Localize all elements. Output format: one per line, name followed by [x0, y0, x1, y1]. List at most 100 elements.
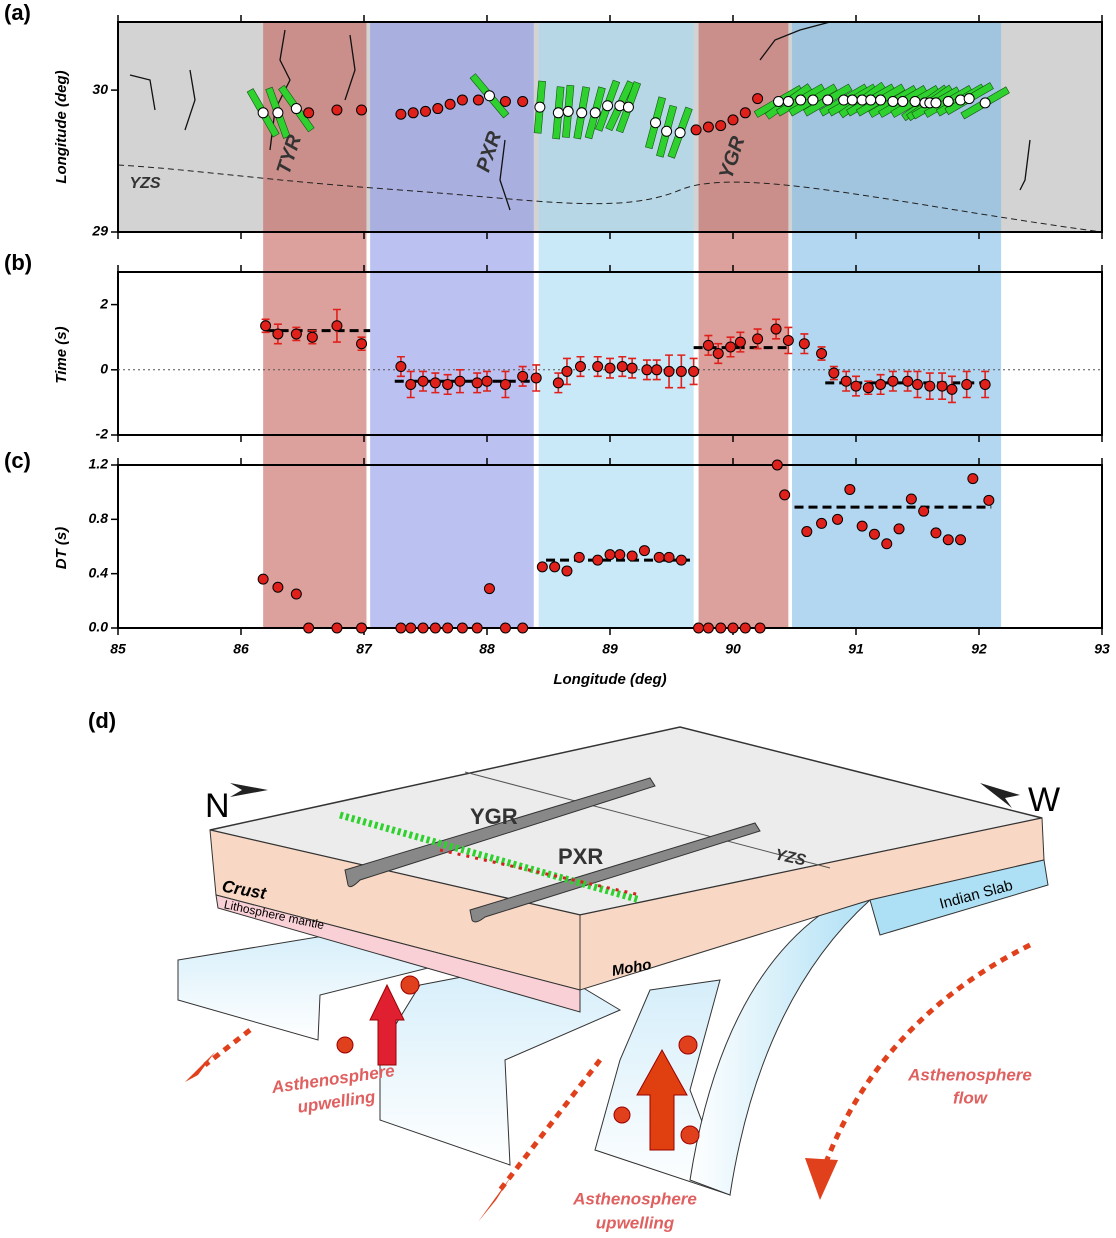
data-point: [862, 382, 874, 394]
x-tick-label: 85: [110, 641, 126, 657]
data-point: [887, 375, 899, 387]
data-point: [471, 622, 483, 634]
layer-label: Moho: [610, 956, 652, 980]
data-point: [260, 320, 272, 332]
data-point: [675, 365, 687, 377]
data-point: [773, 95, 785, 107]
data-point: [739, 107, 751, 119]
melt-drop: [680, 1125, 700, 1145]
data-point: [306, 331, 318, 343]
data-point: [257, 573, 269, 585]
data-point: [405, 378, 417, 390]
data-point: [782, 95, 794, 107]
data-point: [432, 103, 444, 115]
ridge: [344, 777, 656, 888]
data-point: [562, 105, 574, 117]
y-tick-label: 0.8: [89, 510, 109, 526]
flow-label: flow: [953, 1088, 989, 1107]
y-tick-label: 30: [92, 81, 108, 97]
data-point: [442, 378, 454, 390]
data-point: [257, 107, 269, 119]
flow-label: upwelling: [596, 1213, 675, 1232]
panel-label: (b): [4, 250, 32, 275]
data-point: [592, 554, 604, 566]
y-axis-label: Time (s): [53, 326, 70, 383]
data-point: [442, 622, 454, 634]
compass-label: N: [205, 787, 230, 825]
flow-arrow: [203, 1028, 252, 1067]
x-tick-label: 92: [971, 641, 987, 657]
data-point: [454, 375, 466, 387]
data-point: [936, 380, 948, 392]
data-point: [602, 100, 614, 112]
arrow-head: [478, 1175, 512, 1222]
data-point: [626, 362, 638, 374]
data-point: [693, 622, 705, 634]
data-point: [272, 107, 284, 119]
data-point: [534, 101, 546, 113]
data-point: [850, 380, 862, 392]
slab-face: [869, 859, 1049, 936]
data-point: [782, 334, 794, 346]
data-point: [734, 336, 746, 348]
data-point: [517, 95, 529, 107]
data-point: [472, 94, 484, 106]
data-point: [444, 98, 456, 110]
y-tick-label: 0: [100, 361, 108, 377]
data-point: [653, 551, 665, 563]
y-tick-label: 0.4: [89, 564, 109, 580]
data-point: [499, 95, 511, 107]
data-point: [881, 538, 893, 550]
data-point: [918, 505, 930, 517]
indian-slab: [689, 899, 871, 1196]
data-point: [868, 528, 880, 540]
arrow-head: [185, 1052, 215, 1082]
panel-label: (c): [4, 448, 31, 473]
data-point: [576, 107, 588, 119]
data-point: [604, 362, 616, 374]
data-point: [828, 367, 840, 379]
data-point: [592, 361, 604, 373]
data-point: [549, 561, 561, 573]
data-point: [622, 101, 634, 113]
data-point: [983, 494, 995, 506]
data-point: [688, 365, 700, 377]
data-point: [752, 93, 764, 105]
data-point: [979, 378, 991, 390]
flow-arrow: [822, 942, 1032, 1166]
data-point: [395, 622, 407, 634]
suture-label: YZS: [773, 846, 807, 869]
data-point: [963, 93, 975, 105]
data-point: [331, 320, 343, 332]
data-point: [702, 339, 714, 351]
data-point: [727, 622, 739, 634]
compass-label: W: [1028, 781, 1060, 819]
data-point: [471, 377, 483, 389]
suture-line: [117, 164, 1103, 233]
flow-label: Asthenosphere: [572, 1189, 697, 1208]
data-point: [614, 549, 626, 561]
data-point: [779, 489, 791, 501]
data-point: [641, 364, 653, 376]
melt-drop: [400, 975, 420, 995]
x-tick-label: 88: [479, 641, 495, 657]
data-point: [715, 120, 727, 132]
data-point: [897, 95, 909, 107]
x-tick-label: 93: [1094, 641, 1110, 657]
data-point: [429, 622, 441, 634]
data-point: [905, 493, 917, 505]
lithosphere-face: [215, 894, 581, 1013]
data-point: [356, 622, 368, 634]
data-point: [356, 104, 368, 116]
data-point: [417, 375, 429, 387]
upwelling-arrow: [369, 983, 405, 1066]
data-point: [552, 377, 564, 389]
data-point: [303, 622, 315, 634]
slab-block: [379, 961, 622, 1166]
data-point: [499, 622, 511, 634]
data-point: [530, 372, 542, 384]
data-point: [517, 622, 529, 634]
data-point: [865, 94, 877, 106]
data-point: [651, 364, 663, 376]
